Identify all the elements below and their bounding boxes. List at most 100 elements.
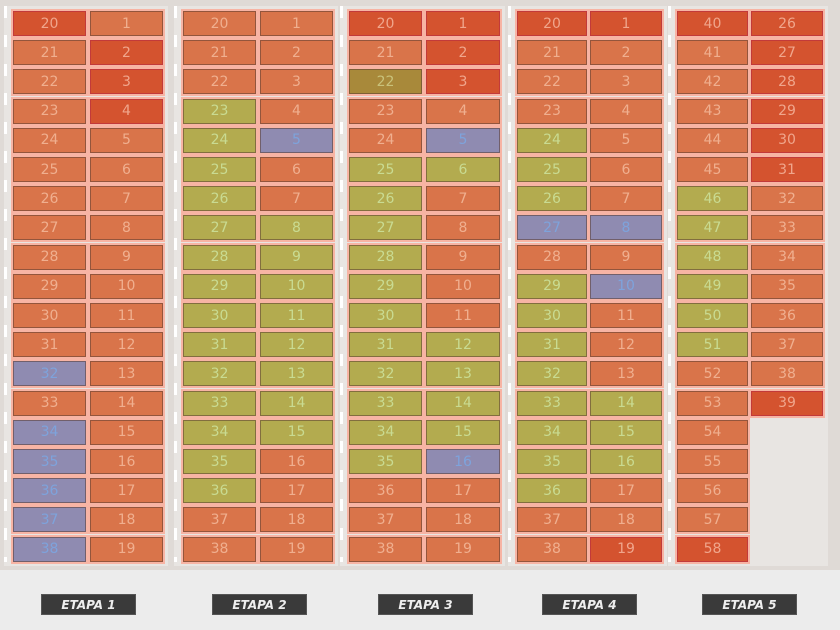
parking-spot-21-stage-2[interactable]: 21 [183, 40, 256, 66]
parking-spot-34-stage-3[interactable]: 34 [349, 419, 422, 445]
parking-spot-7-stage-3[interactable]: 7 [426, 186, 500, 212]
parking-spot-13-stage-1[interactable]: 13 [90, 361, 163, 387]
parking-spot-28-stage-5[interactable]: 28 [751, 69, 823, 95]
parking-spot-27-stage-3[interactable]: 27 [349, 215, 422, 241]
parking-spot-33-stage-2[interactable]: 33 [183, 390, 256, 416]
parking-spot-17-stage-2[interactable]: 17 [260, 478, 333, 504]
parking-spot-2-stage-2[interactable]: 2 [260, 40, 333, 66]
parking-spot-3-stage-4[interactable]: 3 [590, 69, 662, 95]
parking-spot-28-stage-3[interactable]: 28 [349, 244, 422, 270]
stage-5-label[interactable]: ETAPA 5 [702, 594, 797, 615]
parking-spot-4-stage-2[interactable]: 4 [260, 98, 333, 124]
parking-spot-10-stage-3[interactable]: 10 [426, 273, 500, 299]
parking-spot-16-stage-4[interactable]: 16 [590, 449, 662, 474]
parking-spot-30-stage-4[interactable]: 30 [517, 303, 587, 328]
stage-2-label[interactable]: ETAPA 2 [212, 594, 307, 615]
parking-spot-25-stage-1[interactable]: 25 [13, 157, 86, 182]
parking-spot-37-stage-2[interactable]: 37 [183, 507, 256, 533]
parking-spot-28-stage-1[interactable]: 28 [13, 244, 86, 270]
parking-spot-38-stage-2[interactable]: 38 [183, 536, 256, 562]
parking-spot-35-stage-3[interactable]: 35 [349, 449, 422, 474]
parking-spot-24-stage-2[interactable]: 24 [183, 127, 256, 153]
parking-spot-24-stage-3[interactable]: 24 [349, 127, 422, 153]
parking-spot-21-stage-3[interactable]: 21 [349, 40, 422, 66]
stage-1-label[interactable]: ETAPA 1 [41, 594, 136, 615]
parking-spot-8-stage-1[interactable]: 8 [90, 215, 163, 241]
parking-spot-3-stage-1[interactable]: 3 [90, 69, 163, 95]
parking-spot-9-stage-2[interactable]: 9 [260, 244, 333, 270]
parking-spot-15-stage-2[interactable]: 15 [260, 419, 333, 445]
parking-spot-15-stage-1[interactable]: 15 [90, 419, 163, 445]
parking-spot-14-stage-2[interactable]: 14 [260, 390, 333, 416]
parking-spot-49-stage-5[interactable]: 49 [677, 273, 748, 299]
parking-spot-40-stage-5[interactable]: 40 [677, 11, 748, 36]
parking-spot-27-stage-1[interactable]: 27 [13, 215, 86, 241]
parking-spot-25-stage-2[interactable]: 25 [183, 157, 256, 182]
parking-spot-25-stage-4[interactable]: 25 [517, 157, 587, 182]
parking-spot-9-stage-1[interactable]: 9 [90, 244, 163, 270]
parking-spot-14-stage-4[interactable]: 14 [590, 390, 662, 416]
parking-spot-18-stage-4[interactable]: 18 [590, 507, 662, 533]
parking-spot-7-stage-4[interactable]: 7 [590, 186, 662, 212]
parking-spot-4-stage-4[interactable]: 4 [590, 98, 662, 124]
parking-spot-23-stage-3[interactable]: 23 [349, 98, 422, 124]
parking-spot-25-stage-3[interactable]: 25 [349, 157, 422, 182]
parking-spot-30-stage-2[interactable]: 30 [183, 303, 256, 328]
parking-spot-23-stage-2[interactable]: 23 [183, 98, 256, 124]
parking-spot-35-stage-4[interactable]: 35 [517, 449, 587, 474]
parking-spot-31-stage-1[interactable]: 31 [13, 332, 86, 358]
parking-spot-8-stage-3[interactable]: 8 [426, 215, 500, 241]
parking-spot-37-stage-1[interactable]: 37 [13, 507, 86, 533]
parking-spot-33-stage-4[interactable]: 33 [517, 390, 587, 416]
parking-spot-17-stage-3[interactable]: 17 [426, 478, 500, 504]
parking-spot-27-stage-2[interactable]: 27 [183, 215, 256, 241]
parking-spot-6-stage-4[interactable]: 6 [590, 157, 662, 182]
parking-spot-16-stage-1[interactable]: 16 [90, 449, 163, 474]
parking-spot-38-stage-3[interactable]: 38 [349, 536, 422, 562]
parking-spot-34-stage-2[interactable]: 34 [183, 419, 256, 445]
parking-spot-22-stage-2[interactable]: 22 [183, 69, 256, 95]
parking-spot-12-stage-1[interactable]: 12 [90, 332, 163, 358]
parking-spot-13-stage-4[interactable]: 13 [590, 361, 662, 387]
parking-spot-36-stage-3[interactable]: 36 [349, 478, 422, 504]
parking-spot-23-stage-4[interactable]: 23 [517, 98, 587, 124]
parking-spot-10-stage-4[interactable]: 10 [590, 273, 662, 299]
parking-spot-6-stage-1[interactable]: 6 [90, 157, 163, 182]
parking-spot-37-stage-5[interactable]: 37 [751, 332, 823, 358]
parking-spot-22-stage-1[interactable]: 22 [13, 69, 86, 95]
parking-spot-34-stage-4[interactable]: 34 [517, 419, 587, 445]
parking-spot-32-stage-3[interactable]: 32 [349, 361, 422, 387]
parking-spot-8-stage-4[interactable]: 8 [590, 215, 662, 241]
parking-spot-4-stage-3[interactable]: 4 [426, 98, 500, 124]
parking-spot-20-stage-1[interactable]: 20 [13, 11, 86, 36]
parking-spot-9-stage-3[interactable]: 9 [426, 244, 500, 270]
parking-spot-21-stage-1[interactable]: 21 [13, 40, 86, 66]
parking-spot-43-stage-5[interactable]: 43 [677, 98, 748, 124]
parking-spot-37-stage-4[interactable]: 37 [517, 507, 587, 533]
parking-spot-56-stage-5[interactable]: 56 [677, 478, 748, 504]
parking-spot-6-stage-3[interactable]: 6 [426, 157, 500, 182]
parking-spot-32-stage-1[interactable]: 32 [13, 361, 86, 387]
parking-spot-24-stage-4[interactable]: 24 [517, 127, 587, 153]
parking-spot-11-stage-4[interactable]: 11 [590, 303, 662, 328]
parking-spot-16-stage-3[interactable]: 16 [426, 449, 500, 474]
parking-spot-3-stage-3[interactable]: 3 [426, 69, 500, 95]
parking-spot-31-stage-5[interactable]: 31 [751, 157, 823, 182]
parking-spot-27-stage-4[interactable]: 27 [517, 215, 587, 241]
parking-spot-9-stage-4[interactable]: 9 [590, 244, 662, 270]
parking-spot-11-stage-3[interactable]: 11 [426, 303, 500, 328]
parking-spot-35-stage-2[interactable]: 35 [183, 449, 256, 474]
parking-spot-26-stage-2[interactable]: 26 [183, 186, 256, 212]
parking-spot-48-stage-5[interactable]: 48 [677, 244, 748, 270]
parking-spot-53-stage-5[interactable]: 53 [677, 390, 748, 416]
parking-spot-35-stage-1[interactable]: 35 [13, 449, 86, 474]
parking-spot-28-stage-4[interactable]: 28 [517, 244, 587, 270]
parking-spot-19-stage-1[interactable]: 19 [90, 536, 163, 562]
parking-spot-33-stage-3[interactable]: 33 [349, 390, 422, 416]
parking-spot-28-stage-2[interactable]: 28 [183, 244, 256, 270]
parking-spot-41-stage-5[interactable]: 41 [677, 40, 748, 66]
parking-spot-38-stage-1[interactable]: 38 [13, 536, 86, 562]
parking-spot-54-stage-5[interactable]: 54 [677, 419, 748, 445]
parking-spot-30-stage-1[interactable]: 30 [13, 303, 86, 328]
parking-spot-52-stage-5[interactable]: 52 [677, 361, 748, 387]
